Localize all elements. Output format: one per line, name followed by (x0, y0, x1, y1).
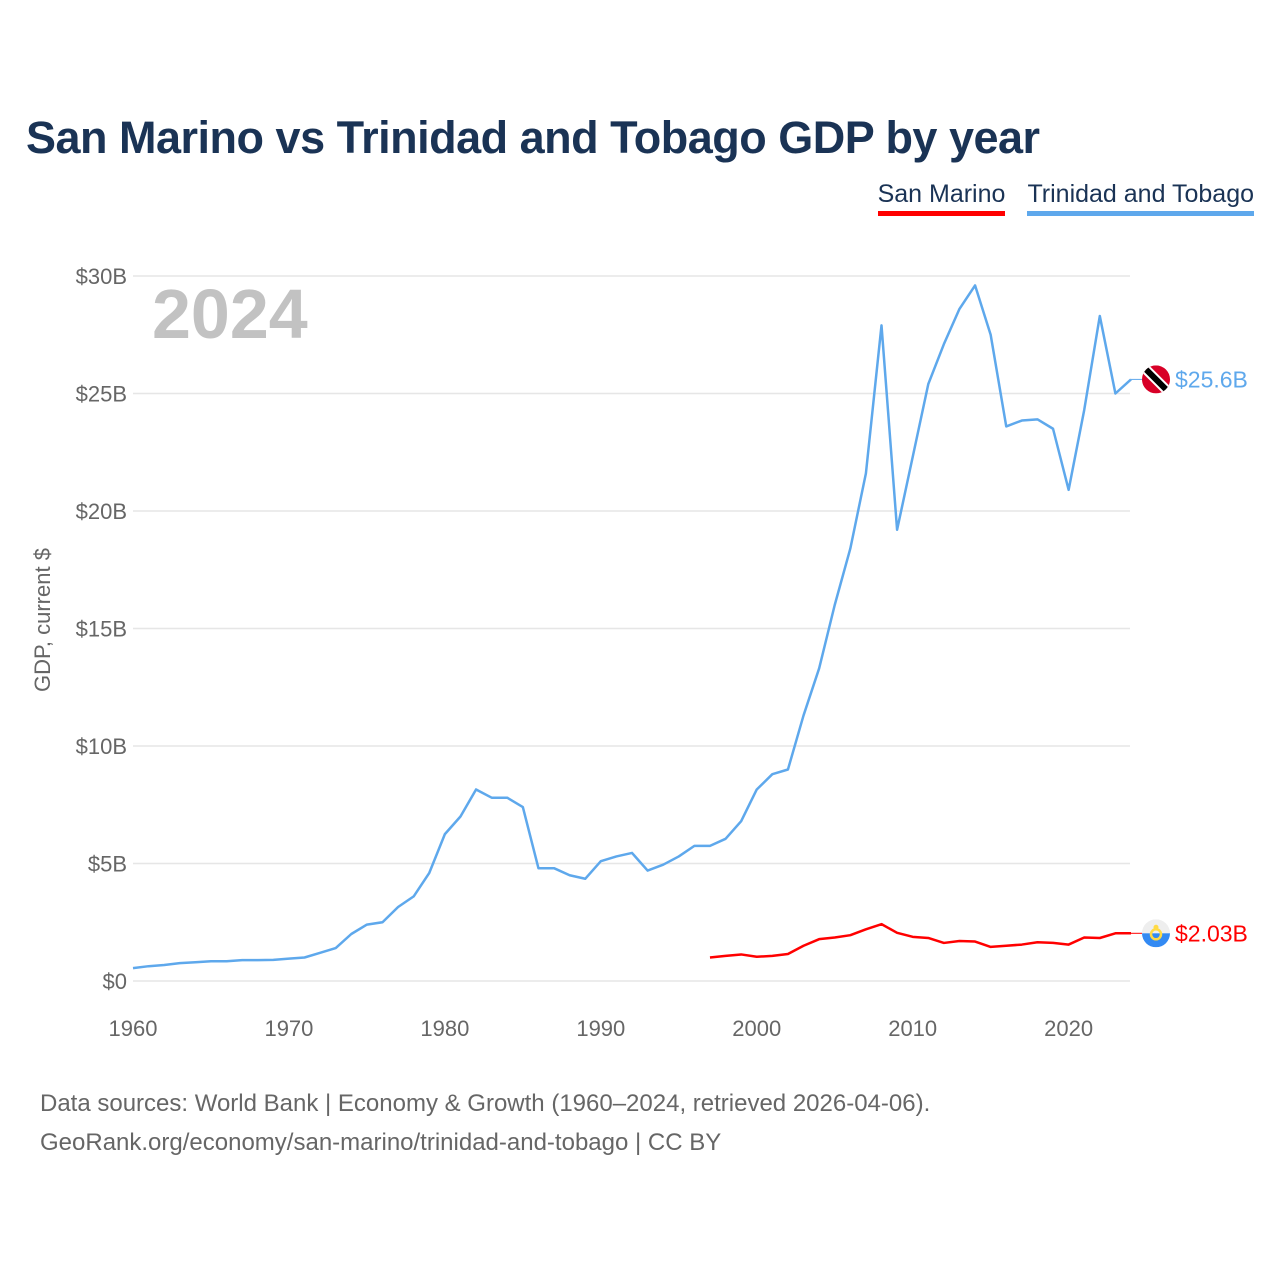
y-tick-label: $5B (88, 852, 127, 877)
y-tick-label: $15B (76, 617, 127, 642)
series-line-trinidad-and-tobago[interactable] (132, 284, 1132, 970)
legend-item-trinidad-and-tobago[interactable]: Trinidad and Tobago (1027, 180, 1254, 216)
end-value-label: $2.03B (1175, 920, 1248, 946)
x-tick-label: 1980 (420, 1016, 469, 1041)
x-tick-label: 1970 (264, 1016, 313, 1041)
x-tick-label: 2000 (732, 1016, 781, 1041)
series-line-san-marino[interactable] (709, 922, 1131, 959)
x-tick-label: 1960 (109, 1016, 158, 1041)
end-value-label: $25.6B (1175, 366, 1248, 392)
source-line-1: Data sources: World Bank | Economy & Gro… (40, 1090, 931, 1117)
year-label: 2024 (152, 275, 308, 353)
x-tick-label: 2020 (1044, 1016, 1093, 1041)
y-tick-label: $25B (76, 382, 127, 407)
trinidad-and-tobago-flag-icon (1142, 365, 1170, 394)
san-marino-flag-icon (1142, 919, 1170, 948)
source-note: Data sources: World Bank | Economy & Gro… (40, 1084, 930, 1162)
x-tick-label: 2010 (888, 1016, 937, 1041)
legend-item-san-marino[interactable]: San Marino (877, 180, 1006, 216)
y-tick-label: $10B (76, 734, 127, 759)
chart-title: San Marino vs Trinidad and Tobago GDP by… (26, 112, 1040, 163)
y-tick-label: $0 (103, 969, 127, 994)
x-tick-label: 1990 (576, 1016, 625, 1041)
y-axis-label: GDP, current $ (30, 548, 55, 692)
legend: San Marino Trinidad and Tobago (877, 180, 1254, 216)
source-line-2[interactable]: GeoRank.org/economy/san-marino/trinidad-… (40, 1129, 722, 1156)
y-tick-label: $20B (76, 499, 127, 524)
y-tick-label: $30B (76, 264, 127, 289)
